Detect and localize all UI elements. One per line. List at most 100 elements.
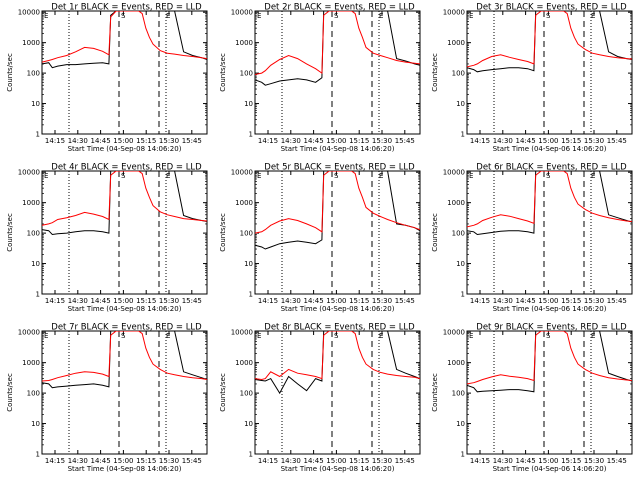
y-tick-label: 1	[36, 291, 40, 299]
x-tick-label: 15:30	[159, 297, 179, 305]
series-line-lld	[255, 11, 420, 75]
y-tick-label: 100	[452, 70, 465, 78]
y-axis-label: Counts/sec	[6, 373, 14, 412]
x-axis-label: Start Time (04-Sep-08 14:06:20)	[281, 145, 395, 153]
x-tick-label: 14:30	[68, 297, 88, 305]
corner-marker-label: E	[257, 172, 261, 180]
y-tick-label: 1	[249, 291, 253, 299]
chart-panel-4: Det 4r BLACK = Events, RED = LLD 1 10 100 10…	[6, 163, 208, 313]
x-tick-label: 15:15	[561, 457, 581, 465]
y-axis-label: Counts/sec	[6, 213, 14, 252]
x-tick-label: 14:45	[516, 457, 536, 465]
y-axis-label: Counts/sec	[219, 53, 227, 92]
chart-panel-8: Det 8r BLACK = Events, RED = LLD 1 10 100 10…	[219, 323, 421, 473]
x-tick-label: 15:30	[159, 137, 179, 145]
series-line-events	[42, 11, 207, 69]
corner-marker-label: E	[44, 12, 48, 20]
x-tick-label: 15:15	[561, 137, 581, 145]
y-axis-label: Counts/sec	[6, 53, 14, 92]
y-tick-label: 10	[244, 100, 253, 108]
plot-frame	[466, 10, 633, 135]
x-tick-label: 14:30	[493, 457, 513, 465]
x-tick-label: 15:45	[607, 457, 627, 465]
y-tick-label: 1	[461, 291, 465, 299]
y-tick-label: 1000	[447, 359, 465, 367]
x-tick-label: 14:30	[281, 137, 301, 145]
y-tick-label: 100	[27, 390, 40, 398]
x-tick-label: 14:15	[470, 297, 490, 305]
x-tick-label: 14:45	[91, 457, 111, 465]
start-marker-label: S	[334, 12, 339, 20]
y-tick-label: 100	[27, 230, 40, 238]
end-marker-label: E	[591, 172, 595, 180]
chart-title: Det 6r BLACK = Events, RED = LLD	[476, 163, 627, 173]
x-tick-label: 15:15	[561, 297, 581, 305]
y-tick-label: 1	[249, 451, 253, 459]
y-axis-label: Counts/sec	[219, 373, 227, 412]
x-tick-label: 14:15	[45, 137, 65, 145]
x-tick-label: 14:15	[258, 457, 278, 465]
x-tick-label: 14:30	[281, 457, 301, 465]
plot-frame	[466, 330, 633, 455]
x-tick-label: 15:00	[538, 137, 558, 145]
x-tick-label: 15:45	[395, 137, 415, 145]
y-tick-label: 1000	[447, 199, 465, 207]
chart-title: Det 1r BLACK = Events, RED = LLD	[51, 3, 202, 13]
y-tick-label: 100	[452, 390, 465, 398]
x-tick-label: 15:30	[584, 137, 604, 145]
y-tick-label: 10000	[18, 329, 40, 337]
y-tick-label: 10000	[443, 169, 465, 177]
y-tick-label: 10	[456, 420, 465, 428]
start-marker-label: S	[121, 172, 126, 180]
y-tick-label: 10	[456, 100, 465, 108]
y-tick-label: 1000	[235, 39, 253, 47]
y-tick-label: 1000	[22, 199, 40, 207]
x-tick-label: 15:30	[584, 457, 604, 465]
series-line-events	[42, 171, 207, 236]
x-tick-label: 14:45	[304, 297, 324, 305]
y-tick-label: 100	[452, 230, 465, 238]
x-tick-label: 15:00	[113, 457, 133, 465]
series-line-events	[467, 171, 632, 236]
x-axis-label: Start Time (04-Sep-06 14:06:20)	[493, 305, 607, 313]
x-tick-label: 15:30	[372, 137, 392, 145]
x-tick-label: 15:00	[538, 457, 558, 465]
end-marker-label: E	[379, 332, 383, 340]
y-tick-label: 10000	[231, 329, 253, 337]
x-tick-label: 15:45	[607, 297, 627, 305]
y-tick-label: 10000	[443, 9, 465, 17]
chart-panel-6: Det 6r BLACK = Events, RED = LLD 1 10 100 10…	[431, 163, 633, 313]
end-marker-label: E	[166, 172, 170, 180]
y-tick-label: 1	[461, 131, 465, 139]
chart-panel-2: Det 2r BLACK = Events, RED = LLD 1 10 100 10…	[219, 3, 421, 153]
corner-marker-label: E	[44, 332, 48, 340]
chart-title: Det 3r BLACK = Events, RED = LLD	[476, 3, 627, 13]
series-line-events	[255, 331, 420, 395]
corner-marker-label: E	[257, 332, 261, 340]
y-tick-label: 1	[249, 131, 253, 139]
x-tick-label: 15:00	[113, 137, 133, 145]
corner-marker-label: E	[469, 172, 473, 180]
x-tick-label: 14:15	[470, 137, 490, 145]
x-tick-label: 15:00	[326, 297, 346, 305]
y-tick-label: 1000	[447, 39, 465, 47]
series-line-lld	[42, 11, 207, 63]
chart-panel-1: Det 1r BLACK = Events, RED = LLD 1 10 100 10…	[6, 3, 208, 153]
x-tick-label: 15:45	[395, 457, 415, 465]
corner-marker-label: E	[257, 12, 261, 20]
series-line-events	[467, 331, 632, 393]
x-axis-label: Start Time (04-Sep-06 14:06:20)	[493, 145, 607, 153]
plot-frame	[254, 10, 421, 135]
chart-title: Det 7r BLACK = Events, RED = LLD	[51, 323, 202, 333]
x-tick-label: 15:15	[136, 297, 156, 305]
y-tick-label: 10000	[231, 9, 253, 17]
x-tick-label: 14:30	[493, 297, 513, 305]
series-line-lld	[467, 331, 632, 385]
y-tick-label: 10000	[18, 169, 40, 177]
x-tick-label: 14:45	[91, 137, 111, 145]
y-tick-label: 1	[36, 131, 40, 139]
y-tick-label: 1	[36, 451, 40, 459]
y-tick-label: 10000	[231, 169, 253, 177]
x-tick-label: 15:15	[136, 457, 156, 465]
